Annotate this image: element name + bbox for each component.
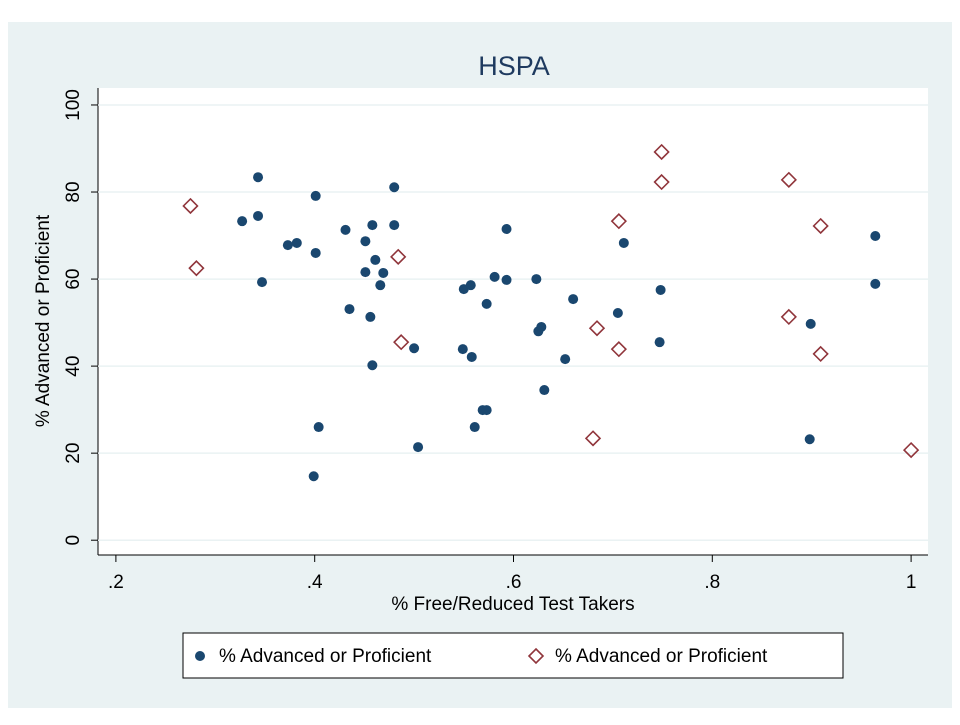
point bbox=[253, 172, 264, 183]
point bbox=[465, 280, 476, 291]
point bbox=[489, 271, 500, 282]
point bbox=[457, 344, 468, 355]
plot-region bbox=[98, 88, 928, 555]
point bbox=[367, 220, 378, 231]
point bbox=[568, 294, 579, 305]
point bbox=[653, 143, 670, 161]
point bbox=[805, 318, 816, 329]
point bbox=[812, 217, 829, 235]
point bbox=[389, 182, 400, 193]
point bbox=[780, 171, 797, 188]
y-tick-label: 60 bbox=[63, 268, 84, 289]
y-axis-title: % Advanced or Proficient bbox=[33, 214, 54, 427]
legend-marker bbox=[527, 647, 545, 665]
point bbox=[501, 274, 512, 285]
point bbox=[313, 422, 324, 433]
point bbox=[902, 441, 920, 459]
point bbox=[370, 254, 381, 265]
x-tick-label: .2 bbox=[108, 572, 124, 593]
point bbox=[393, 334, 410, 351]
point bbox=[655, 284, 666, 295]
point bbox=[409, 343, 420, 354]
point bbox=[340, 224, 351, 235]
point bbox=[182, 197, 199, 215]
point bbox=[531, 274, 542, 285]
point bbox=[308, 471, 319, 482]
point bbox=[367, 360, 378, 371]
point bbox=[481, 298, 492, 309]
point bbox=[584, 430, 602, 447]
point bbox=[560, 354, 571, 365]
point bbox=[870, 278, 881, 289]
point bbox=[282, 240, 293, 251]
x-axis-title: % Free/Reduced Test Takers bbox=[391, 594, 634, 615]
legend-label: % Advanced or Proficient bbox=[555, 646, 768, 667]
legend-marker bbox=[195, 651, 205, 661]
point bbox=[188, 260, 205, 277]
x-tick-label: .8 bbox=[704, 572, 720, 593]
point bbox=[389, 220, 400, 231]
point bbox=[378, 267, 389, 278]
point bbox=[870, 230, 881, 241]
y-tick-label: 20 bbox=[63, 443, 84, 464]
point bbox=[375, 280, 386, 291]
point bbox=[654, 337, 665, 348]
x-tick-label: 1 bbox=[906, 572, 917, 593]
x-tick-label: .4 bbox=[307, 572, 323, 593]
point bbox=[812, 345, 829, 363]
y-tick-label: 0 bbox=[63, 535, 84, 546]
point bbox=[780, 308, 797, 326]
point bbox=[501, 224, 512, 235]
y-tick-label: 80 bbox=[63, 181, 84, 202]
point bbox=[536, 321, 547, 332]
point bbox=[291, 237, 302, 248]
legend bbox=[182, 632, 844, 679]
point bbox=[539, 385, 550, 396]
point bbox=[481, 405, 492, 416]
point bbox=[344, 304, 355, 315]
point bbox=[618, 237, 629, 248]
point bbox=[612, 308, 623, 319]
point bbox=[466, 351, 477, 362]
point bbox=[360, 236, 371, 247]
x-tick-label: .6 bbox=[506, 572, 522, 593]
point bbox=[257, 277, 268, 288]
chart-title: HSPA bbox=[478, 51, 550, 81]
point bbox=[653, 173, 670, 191]
y-tick-label: 100 bbox=[63, 89, 84, 121]
point bbox=[469, 422, 480, 433]
point bbox=[365, 311, 376, 322]
y-tick-label: 40 bbox=[63, 356, 84, 377]
point bbox=[610, 213, 627, 230]
point bbox=[390, 248, 407, 266]
point bbox=[610, 341, 627, 358]
point bbox=[588, 320, 606, 337]
point bbox=[804, 434, 815, 445]
point bbox=[310, 247, 321, 258]
point bbox=[413, 442, 424, 453]
point bbox=[237, 216, 248, 227]
point bbox=[253, 210, 264, 221]
legend-label: % Advanced or Proficient bbox=[219, 646, 432, 667]
point bbox=[360, 267, 371, 278]
point bbox=[310, 190, 321, 201]
